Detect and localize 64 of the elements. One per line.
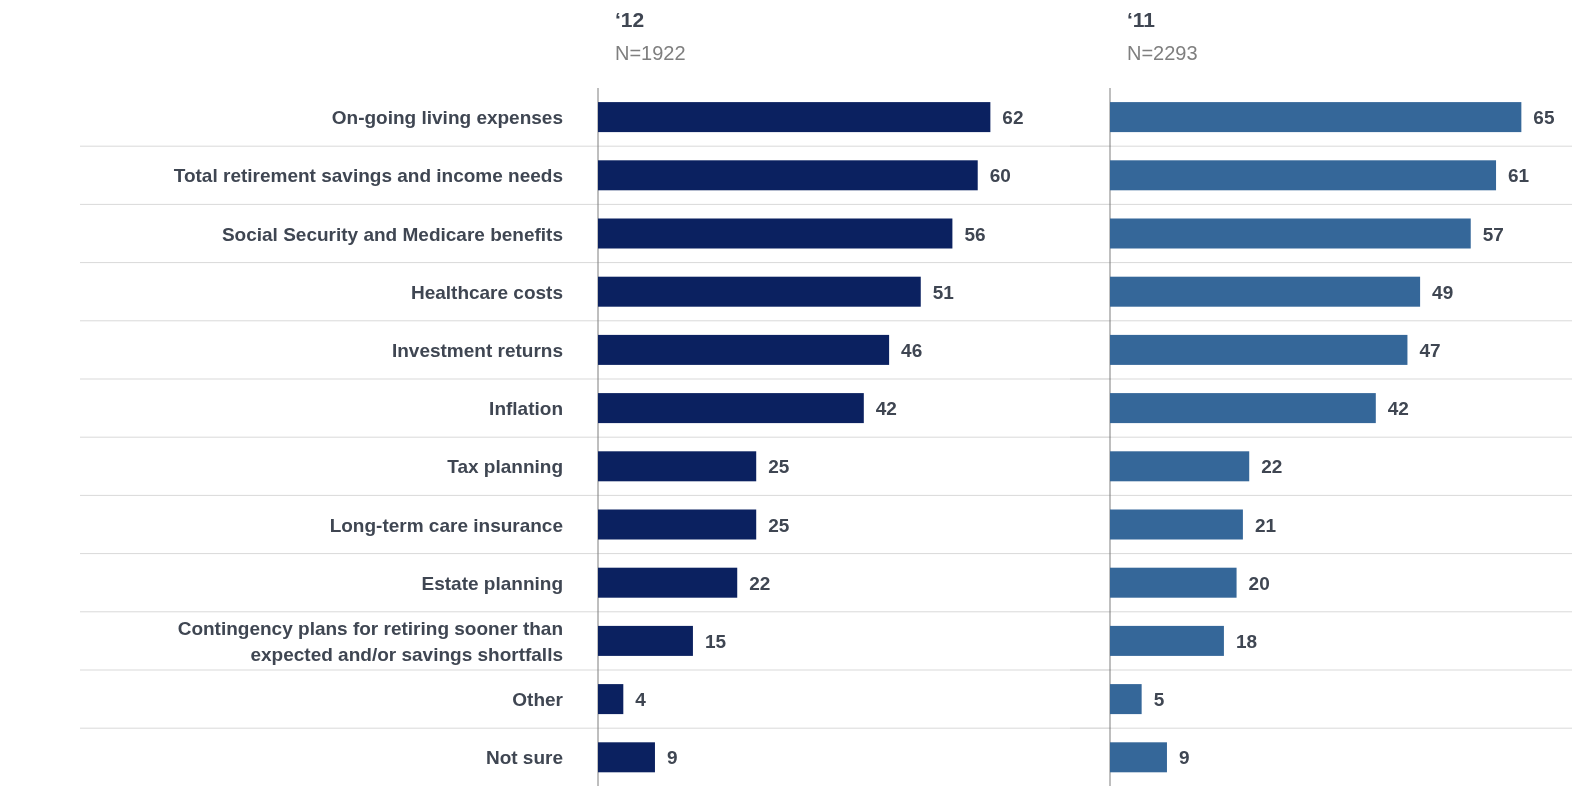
data-label: 47 bbox=[1419, 339, 1441, 361]
data-label: 25 bbox=[768, 514, 790, 536]
y-tick-label: Tax planning bbox=[447, 456, 563, 478]
y-tick-label: On-going living expenses bbox=[331, 107, 563, 129]
data-label: 60 bbox=[989, 165, 1011, 187]
data-label: 65 bbox=[1533, 107, 1555, 129]
y-tick-label: Estate planning bbox=[421, 572, 563, 594]
data-label: 9 bbox=[666, 747, 678, 769]
bar bbox=[1110, 276, 1421, 307]
y-tick-label: Long-term care insurance bbox=[329, 514, 563, 536]
data-label: 22 bbox=[1261, 456, 1283, 478]
bar bbox=[598, 102, 991, 133]
bar bbox=[598, 625, 693, 656]
data-label: 22 bbox=[749, 572, 771, 594]
y-tick-label: Inflation bbox=[489, 398, 563, 420]
chart-subtitle: N=2293 bbox=[1127, 42, 1198, 64]
bar bbox=[598, 567, 738, 598]
chart-title: ‘12 bbox=[615, 8, 645, 31]
bar bbox=[1110, 102, 1522, 133]
data-label: 51 bbox=[932, 281, 955, 303]
data-label: 56 bbox=[964, 223, 986, 245]
data-label: 4 bbox=[635, 689, 647, 711]
data-label: 5 bbox=[1153, 689, 1165, 711]
data-label: 57 bbox=[1482, 223, 1504, 245]
bar bbox=[1110, 334, 1408, 365]
bar bbox=[598, 742, 655, 773]
data-label: 42 bbox=[875, 398, 897, 420]
bar bbox=[598, 160, 978, 191]
bar bbox=[598, 451, 757, 482]
y-tick-label: Other bbox=[512, 689, 564, 711]
data-label: 46 bbox=[901, 339, 923, 361]
y-tick-label: Healthcare costs bbox=[410, 281, 563, 303]
data-label: 61 bbox=[1508, 165, 1530, 187]
bar bbox=[1110, 451, 1250, 482]
bar bbox=[1110, 509, 1243, 540]
data-label: 49 bbox=[1432, 281, 1454, 303]
bar bbox=[1110, 625, 1224, 656]
bar bbox=[1110, 684, 1142, 715]
data-label: 25 bbox=[768, 456, 790, 478]
bar bbox=[1110, 567, 1237, 598]
y-tick-label: Contingency plans for retiring sooner than expected and/or savings shortfalls bbox=[177, 617, 563, 665]
bar bbox=[598, 684, 624, 715]
data-label: 62 bbox=[1002, 107, 1024, 129]
data-label: 9 bbox=[1178, 747, 1190, 769]
data-label: 20 bbox=[1248, 572, 1270, 594]
y-tick-label: Total retirement savings and income needs bbox=[173, 165, 563, 187]
data-label: 15 bbox=[704, 630, 727, 652]
bar bbox=[598, 218, 953, 249]
bar bbox=[598, 334, 890, 365]
chart-title: ‘11 bbox=[1127, 8, 1156, 31]
bar bbox=[598, 276, 921, 307]
bar bbox=[598, 393, 864, 424]
bar bbox=[598, 509, 757, 540]
bar bbox=[1110, 742, 1167, 773]
bar bbox=[1110, 393, 1376, 424]
data-label: 21 bbox=[1254, 514, 1277, 536]
data-label: 18 bbox=[1235, 630, 1258, 652]
bar bbox=[1110, 160, 1497, 191]
y-tick-label: Social Security and Medicare benefits bbox=[221, 223, 563, 245]
bar bbox=[1110, 218, 1471, 249]
data-label: 42 bbox=[1387, 398, 1409, 420]
y-tick-label: Not sure bbox=[485, 747, 563, 769]
chart-subtitle: N=1922 bbox=[615, 42, 686, 64]
y-tick-label: Investment returns bbox=[391, 339, 563, 361]
